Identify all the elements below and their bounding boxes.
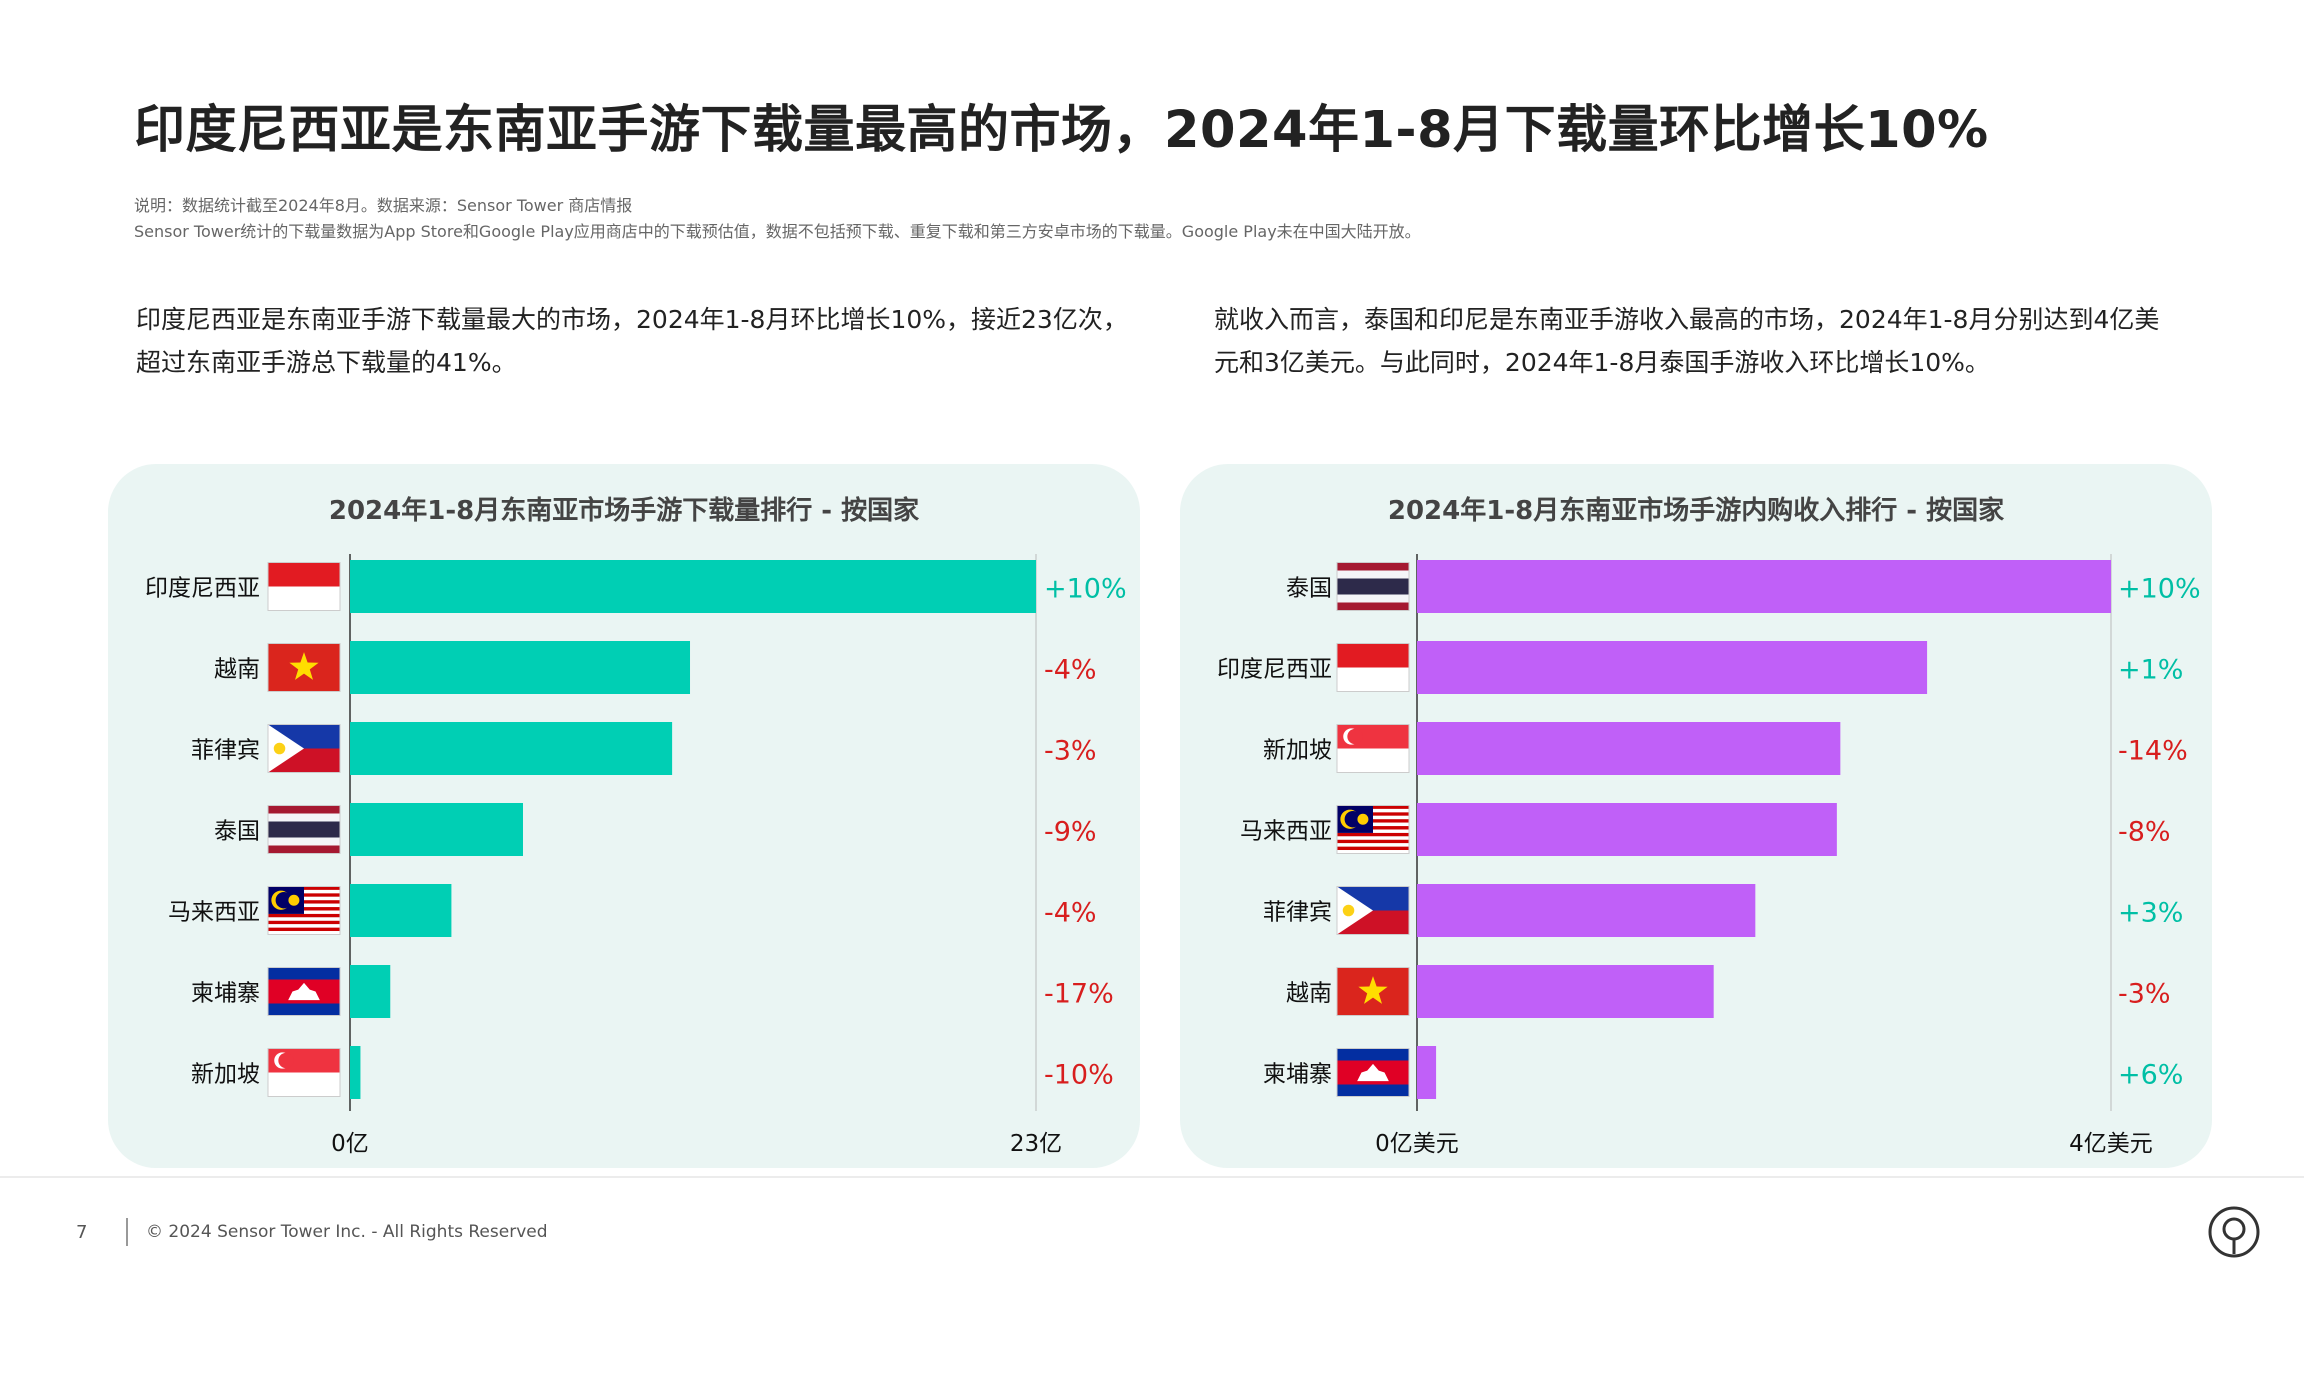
downloads-chart-title: 2024年1-8月东南亚市场手游下载量排行 - 按国家 xyxy=(328,496,920,526)
bar xyxy=(350,884,452,937)
x-tick-label: 4亿美元 xyxy=(2069,1131,2153,1157)
bar xyxy=(350,803,523,856)
downloads-chart-panel: 2024年1-8月东南亚市场手游下载量排行 - 按国家 印度尼西亚 +10% 越南 -… xyxy=(108,464,1140,1168)
category-label: 新加坡 xyxy=(1263,738,1332,764)
category-label: 菲律宾 xyxy=(1263,900,1332,926)
bar xyxy=(1417,722,1841,775)
right-paragraph: 就收入而言，泰国和印尼是东南亚手游收入最高的市场，2024年1-8月分别达到4亿… xyxy=(1214,298,2214,384)
vietnam-flag-icon xyxy=(267,643,341,692)
category-label: 柬埔寨 xyxy=(191,981,260,1007)
right-paragraph-line: 就收入而言，泰国和印尼是东南亚手游收入最高的市场，2024年1-8月分别达到4亿… xyxy=(1214,305,2160,334)
copyright-text: © 2024 Sensor Tower Inc. - All Rights Re… xyxy=(146,1222,548,1242)
change-label: +1% xyxy=(2118,655,2183,686)
methodology-note: Sensor Tower统计的下载量数据为App Store和Google Pl… xyxy=(134,222,1421,241)
x-tick-label: 23亿 xyxy=(1010,1131,1062,1157)
thailand-flag-icon xyxy=(267,805,341,854)
cambodia-flag-icon xyxy=(1336,1048,1410,1097)
bar xyxy=(1417,803,1837,856)
left-paragraph: 印度尼西亚是东南亚手游下载量最大的市场，2024年1-8月环比增长10%，接近2… xyxy=(136,298,1136,384)
change-label: -10% xyxy=(1044,1060,1114,1091)
bar xyxy=(1417,965,1714,1018)
philippines-flag-icon xyxy=(267,724,341,773)
singapore-flag-icon xyxy=(267,1048,341,1097)
revenue-chart-title: 2024年1-8月东南亚市场手游内购收入排行 - 按国家 xyxy=(1387,496,2005,526)
change-label: -14% xyxy=(2118,736,2188,767)
category-label: 菲律宾 xyxy=(191,738,260,764)
bar xyxy=(350,1046,361,1099)
category-label: 马来西亚 xyxy=(1240,819,1332,845)
left-paragraph-line: 超过东南亚手游总下载量的41%。 xyxy=(136,348,517,377)
malaysia-flag-icon xyxy=(267,886,341,935)
change-label: -9% xyxy=(1044,817,1097,848)
change-label: -4% xyxy=(1044,898,1097,929)
malaysia-flag-icon xyxy=(1336,805,1410,854)
change-label: -3% xyxy=(2118,979,2171,1010)
category-label: 柬埔寨 xyxy=(1263,1062,1332,1088)
footer-divider xyxy=(0,1176,2304,1178)
page-title: 印度尼西亚是东南亚手游下载量最高的市场，2024年1-8月下载量环比增长10% xyxy=(134,101,1989,160)
thailand-flag-icon xyxy=(1336,562,1410,611)
bar xyxy=(1417,560,2111,613)
indonesia-flag-icon xyxy=(267,562,341,611)
change-label: +10% xyxy=(2118,574,2201,605)
cambodia-flag-icon xyxy=(267,967,341,1016)
change-label: +3% xyxy=(2118,898,2183,929)
right-paragraph-line: 元和3亿美元。与此同时，2024年1-8月泰国手游收入环比增长10%。 xyxy=(1214,348,1990,377)
change-label: +10% xyxy=(1044,574,1127,605)
vietnam-flag-icon xyxy=(1336,967,1410,1016)
x-tick-label: 0亿美元 xyxy=(1375,1131,1459,1157)
left-paragraph-line: 印度尼西亚是东南亚手游下载量最大的市场，2024年1-8月环比增长10%，接近2… xyxy=(136,305,1128,334)
category-label: 印度尼西亚 xyxy=(145,576,260,602)
source-note: 说明：数据统计截至2024年8月。数据来源：Sensor Tower 商店情报 xyxy=(134,196,633,215)
category-label: 新加坡 xyxy=(191,1062,260,1088)
category-label: 泰国 xyxy=(214,819,260,845)
singapore-flag-icon xyxy=(1336,724,1410,773)
change-label: -3% xyxy=(1044,736,1097,767)
bar xyxy=(350,722,673,775)
bar xyxy=(1417,884,1756,937)
change-label: -17% xyxy=(1044,979,1114,1010)
footer-separator xyxy=(126,1218,128,1246)
philippines-flag-icon xyxy=(1336,886,1410,935)
category-label: 马来西亚 xyxy=(168,900,260,926)
x-tick-label: 0亿 xyxy=(331,1131,369,1157)
bar xyxy=(1417,641,1928,694)
bar xyxy=(1417,1046,1437,1099)
downloads-chart: 印度尼西亚 +10% 越南 -4% 菲律宾 -3% 泰国 -9% 马来西亚 -4% 柬埔寨 -17% 新… xyxy=(145,554,1127,1157)
bar xyxy=(350,560,1036,613)
bar xyxy=(350,641,691,694)
category-label: 越南 xyxy=(214,657,260,683)
change-label: -4% xyxy=(1044,655,1097,686)
change-label: +6% xyxy=(2118,1060,2183,1091)
indonesia-flag-icon xyxy=(1336,643,1410,692)
category-label: 印度尼西亚 xyxy=(1217,657,1332,683)
bar xyxy=(350,965,391,1018)
category-label: 泰国 xyxy=(1286,576,1332,602)
revenue-chart: 泰国 +10% 印度尼西亚 +1% 新加坡 -14% 马来西亚 -8% 菲律宾 +3% 越南 -3% 柬… xyxy=(1217,554,2201,1157)
sensor-tower-logo-icon xyxy=(2208,1206,2260,1258)
change-label: -8% xyxy=(2118,817,2171,848)
page-number: 7 xyxy=(76,1222,88,1243)
category-label: 越南 xyxy=(1286,981,1332,1007)
